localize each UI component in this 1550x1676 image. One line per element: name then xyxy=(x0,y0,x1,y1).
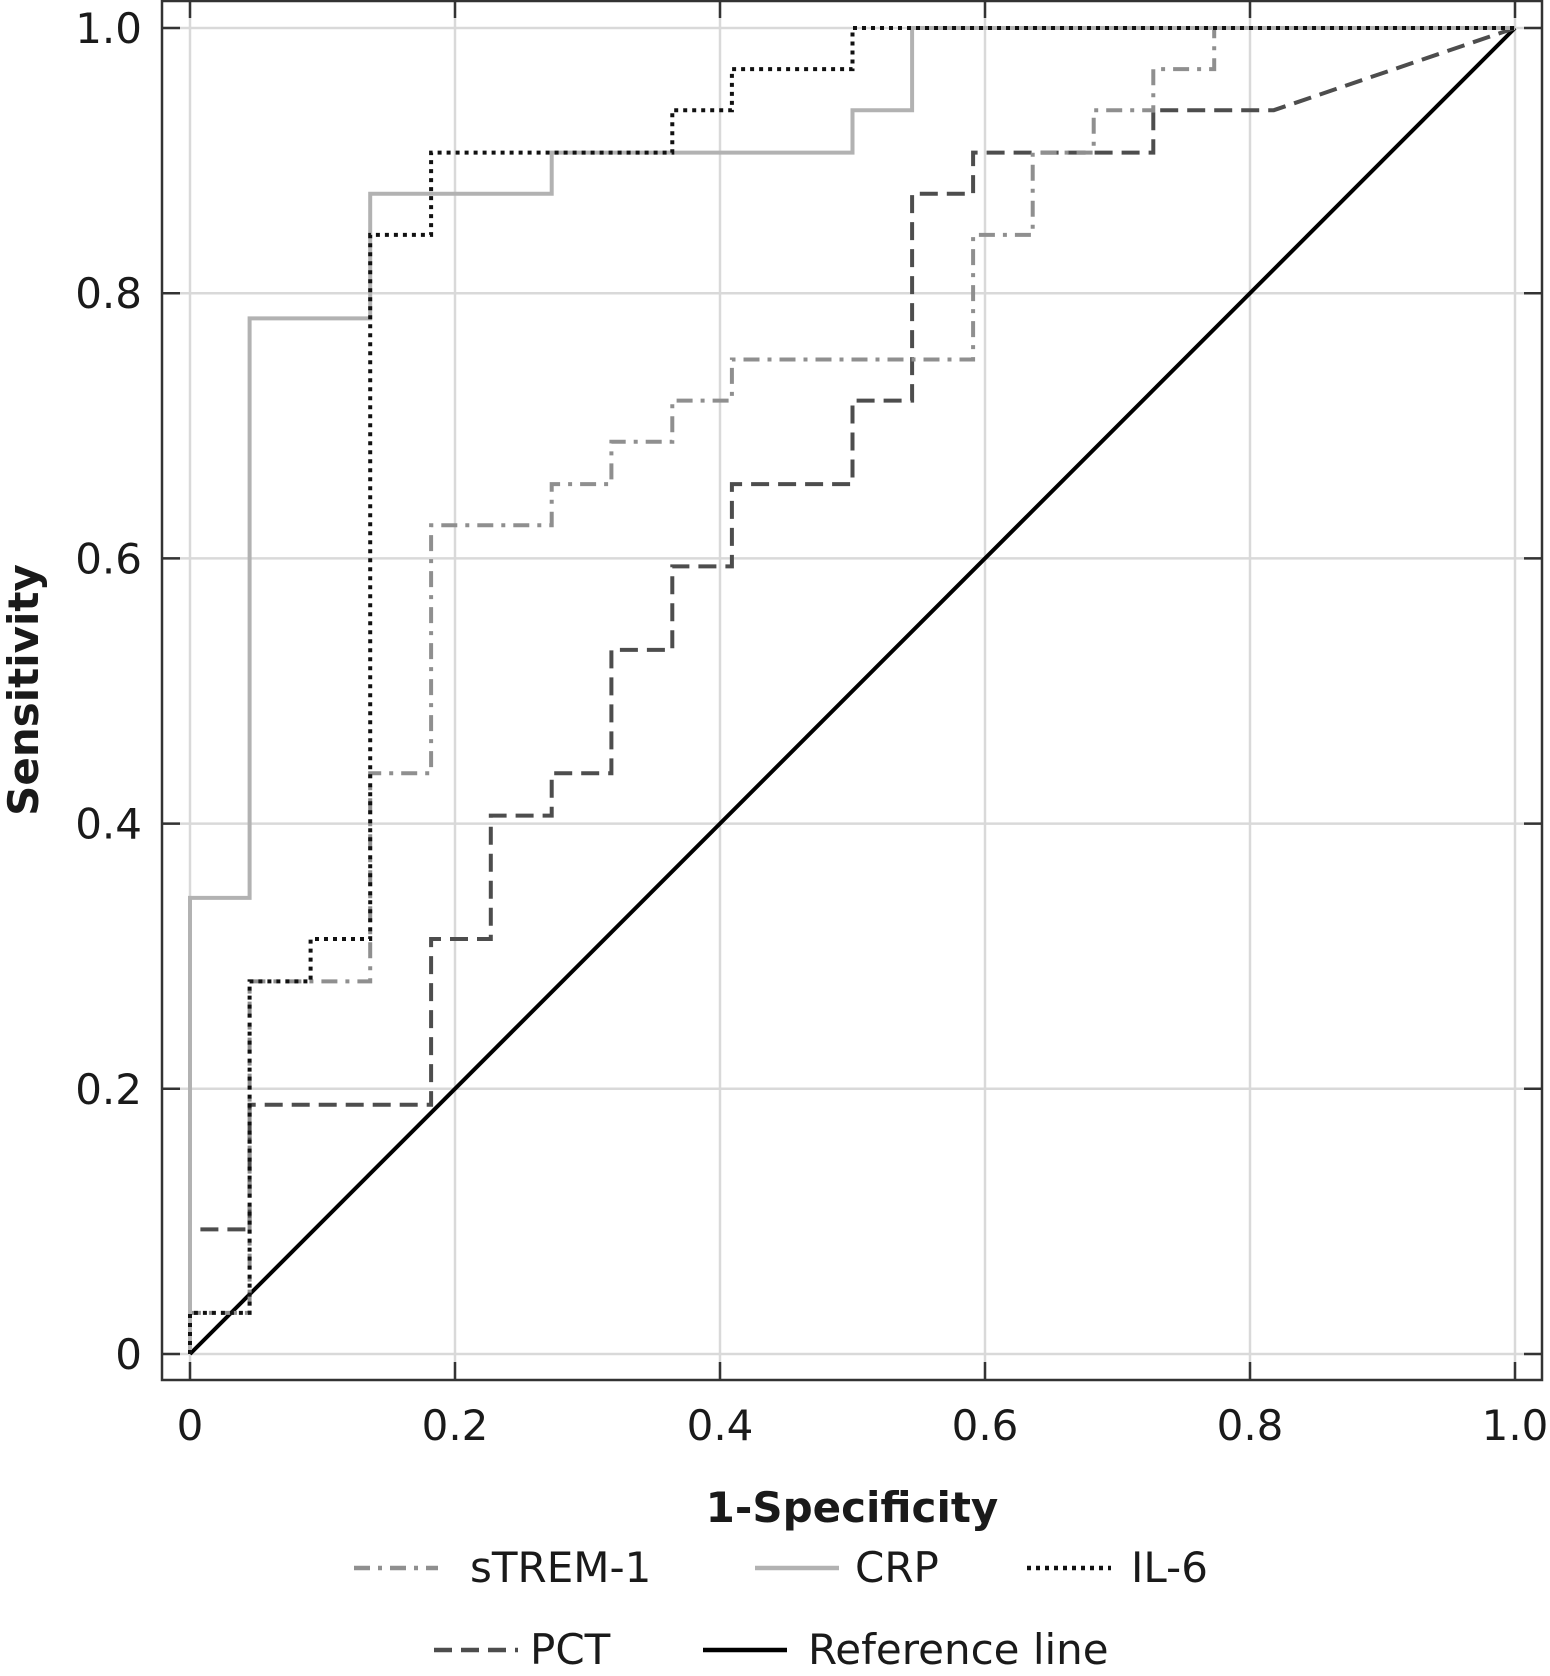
grid xyxy=(162,0,1542,1380)
x-tick-label: 0.8 xyxy=(1217,1401,1284,1450)
axis-ticks: 0 0.2 0.4 0.6 0.8 1.0 0 0.2 0.4 0.6 0.8 1.0 xyxy=(75,0,1548,1450)
y-tick-label: 0.4 xyxy=(75,800,142,849)
y-tick-label: 0.2 xyxy=(75,1065,142,1114)
x-axis-title: 1-Specificity xyxy=(706,1483,999,1532)
plot-frame xyxy=(160,0,1544,1382)
y-axis-title: Sensitivity xyxy=(0,564,48,816)
x-tick-label: 0 xyxy=(177,1401,204,1450)
legend: sTREM-1 CRP IL-6 PCT Reference line xyxy=(354,1543,1208,1674)
y-tick-label: 0 xyxy=(115,1330,142,1379)
legend-label: IL-6 xyxy=(1131,1543,1208,1592)
series-line-pct xyxy=(188,26,1516,1354)
x-tick-label: 0.6 xyxy=(952,1401,1019,1450)
y-tick-label: 0.6 xyxy=(75,534,142,583)
legend-label: CRP xyxy=(855,1543,939,1592)
x-tick-label: 1.0 xyxy=(1482,1401,1549,1450)
y-tick-label: 0.8 xyxy=(75,269,142,318)
legend-label: PCT xyxy=(530,1625,611,1674)
legend-label: Reference line xyxy=(808,1625,1109,1674)
series-line-il-6 xyxy=(188,26,1515,1354)
series-line-reference-line xyxy=(188,26,1517,1356)
x-tick-label: 0.2 xyxy=(422,1401,489,1450)
y-tick-label: 1.0 xyxy=(75,4,142,53)
series-lines xyxy=(188,26,1517,1356)
x-tick-label: 0.4 xyxy=(687,1401,754,1450)
series-line-crp xyxy=(188,26,1515,1354)
legend-label: sTREM-1 xyxy=(470,1543,651,1592)
